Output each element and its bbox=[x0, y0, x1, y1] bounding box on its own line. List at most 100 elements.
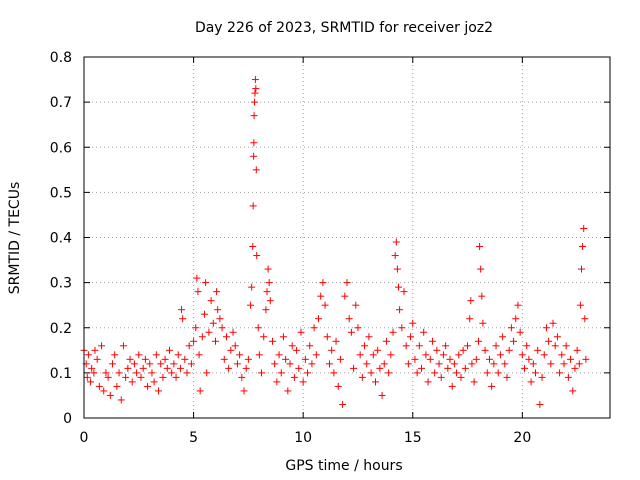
data-point bbox=[91, 346, 99, 354]
data-point bbox=[117, 396, 125, 404]
data-point bbox=[580, 224, 588, 232]
data-point bbox=[315, 315, 323, 323]
data-point bbox=[542, 324, 550, 332]
x-tick-label: 15 bbox=[404, 430, 422, 446]
data-point bbox=[218, 324, 226, 332]
data-point bbox=[150, 378, 158, 386]
data-point bbox=[290, 373, 298, 381]
data-point bbox=[273, 378, 281, 386]
data-point bbox=[262, 306, 270, 314]
data-point bbox=[540, 351, 548, 359]
data-point bbox=[108, 360, 116, 368]
data-point bbox=[531, 369, 539, 377]
data-point bbox=[102, 369, 110, 377]
data-point bbox=[534, 346, 542, 354]
data-point bbox=[490, 360, 498, 368]
data-point bbox=[168, 369, 176, 377]
data-point bbox=[282, 355, 290, 363]
data-point bbox=[365, 333, 373, 341]
data-point bbox=[310, 324, 318, 332]
data-point bbox=[304, 369, 312, 377]
y-tick-label: 0.2 bbox=[50, 321, 72, 337]
chart-title: Day 226 of 2023, SRMTID for receiver joz… bbox=[195, 20, 493, 36]
data-point bbox=[133, 369, 141, 377]
data-point bbox=[367, 369, 375, 377]
data-point bbox=[347, 328, 355, 336]
data-point bbox=[201, 310, 209, 318]
data-point bbox=[231, 342, 239, 350]
data-point bbox=[279, 333, 287, 341]
data-point bbox=[518, 351, 526, 359]
data-point bbox=[398, 324, 406, 332]
data-point bbox=[369, 351, 377, 359]
y-axis-label: SRMTID / TECUs bbox=[7, 182, 23, 295]
data-point bbox=[352, 301, 360, 309]
data-point bbox=[144, 382, 152, 390]
data-point bbox=[499, 333, 507, 341]
data-point bbox=[562, 342, 570, 350]
x-axis-label: GPS time / hours bbox=[285, 458, 402, 474]
data-point bbox=[252, 166, 260, 174]
x-tick-label: 20 bbox=[513, 430, 531, 446]
data-point bbox=[404, 360, 412, 368]
data-point bbox=[98, 342, 106, 350]
data-point bbox=[248, 283, 256, 291]
data-point bbox=[250, 152, 258, 160]
data-point bbox=[254, 324, 262, 332]
data-point bbox=[400, 288, 408, 296]
data-point bbox=[439, 351, 447, 359]
data-point bbox=[317, 292, 325, 300]
data-point bbox=[510, 337, 518, 345]
data-point bbox=[477, 265, 485, 273]
data-point bbox=[250, 139, 258, 147]
y-tick-label: 0 bbox=[63, 411, 72, 427]
data-point bbox=[130, 360, 138, 368]
data-point bbox=[578, 265, 586, 273]
data-point bbox=[170, 360, 178, 368]
data-point bbox=[433, 346, 441, 354]
data-point bbox=[247, 301, 255, 309]
data-point bbox=[496, 351, 504, 359]
data-point bbox=[466, 315, 474, 323]
data-point bbox=[567, 355, 575, 363]
data-point bbox=[165, 346, 173, 354]
data-point bbox=[339, 400, 347, 408]
data-point bbox=[249, 202, 257, 210]
data-point bbox=[420, 328, 428, 336]
data-point bbox=[181, 355, 189, 363]
data-point bbox=[135, 351, 143, 359]
data-point bbox=[411, 355, 419, 363]
x-tick-label: 0 bbox=[80, 430, 89, 446]
data-point bbox=[418, 364, 426, 372]
data-point bbox=[196, 387, 204, 395]
data-point bbox=[90, 369, 98, 377]
data-point bbox=[538, 373, 546, 381]
data-point bbox=[88, 364, 96, 372]
data-point bbox=[84, 351, 92, 359]
y-tick-label: 0.3 bbox=[50, 276, 72, 292]
data-point bbox=[176, 364, 184, 372]
data-point bbox=[172, 373, 180, 381]
data-point bbox=[87, 378, 95, 386]
data-point bbox=[549, 319, 557, 327]
data-point bbox=[277, 369, 285, 377]
data-point bbox=[455, 351, 463, 359]
data-point bbox=[128, 378, 136, 386]
data-point bbox=[185, 342, 193, 350]
data-point bbox=[100, 387, 108, 395]
data-point bbox=[286, 360, 294, 368]
y-tick-label: 0.7 bbox=[50, 95, 72, 111]
data-point bbox=[396, 306, 404, 314]
data-point bbox=[250, 112, 258, 120]
data-point bbox=[350, 364, 358, 372]
data-point bbox=[523, 342, 531, 350]
data-point bbox=[216, 315, 224, 323]
data-point bbox=[93, 355, 101, 363]
data-point bbox=[192, 324, 200, 332]
data-point bbox=[450, 360, 458, 368]
data-point bbox=[137, 373, 145, 381]
data-point bbox=[479, 319, 487, 327]
data-point bbox=[214, 306, 222, 314]
data-point bbox=[402, 342, 410, 350]
data-point bbox=[361, 342, 369, 350]
